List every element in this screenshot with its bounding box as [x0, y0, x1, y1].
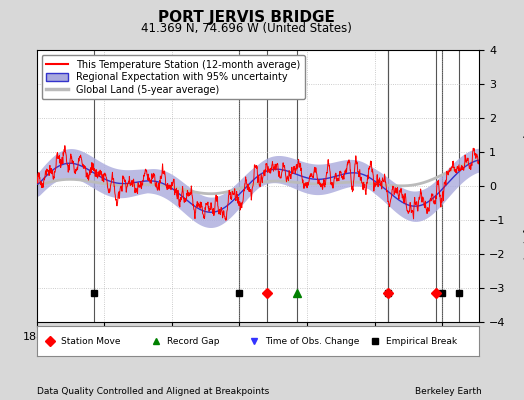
- Text: Time of Obs. Change: Time of Obs. Change: [265, 336, 359, 346]
- Text: 41.369 N, 74.696 W (United States): 41.369 N, 74.696 W (United States): [141, 22, 352, 35]
- Y-axis label: Temperature Anomaly (°C): Temperature Anomaly (°C): [522, 112, 524, 260]
- Text: PORT JERVIS BRIDGE: PORT JERVIS BRIDGE: [158, 10, 335, 25]
- Legend: This Temperature Station (12-month average), Regional Expectation with 95% uncer: This Temperature Station (12-month avera…: [41, 55, 304, 100]
- Text: Station Move: Station Move: [61, 336, 121, 346]
- Text: Data Quality Controlled and Aligned at Breakpoints: Data Quality Controlled and Aligned at B…: [37, 387, 269, 396]
- Text: Berkeley Earth: Berkeley Earth: [416, 387, 482, 396]
- Text: Empirical Break: Empirical Break: [387, 336, 457, 346]
- Text: Record Gap: Record Gap: [167, 336, 220, 346]
